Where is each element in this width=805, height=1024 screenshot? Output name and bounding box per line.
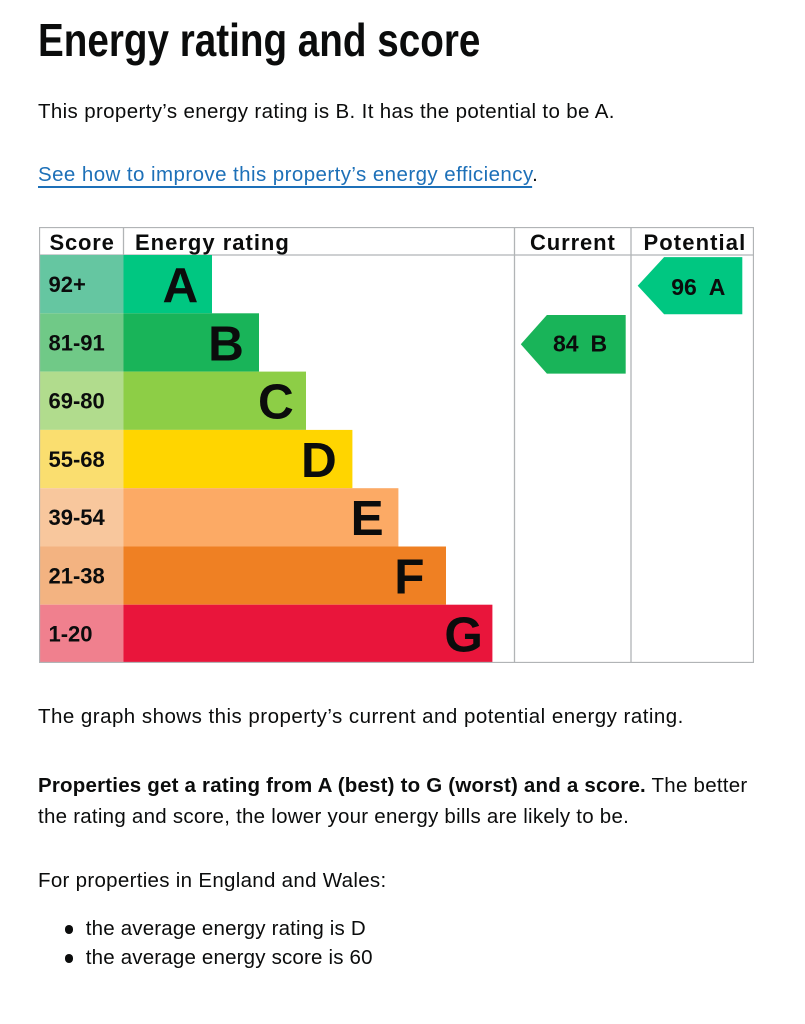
- svg-text:F: F: [394, 550, 424, 605]
- svg-text:B: B: [591, 331, 608, 357]
- svg-text:84: 84: [553, 331, 579, 357]
- svg-text:G: G: [444, 608, 483, 663]
- svg-text:C: C: [258, 375, 294, 430]
- svg-text:69-80: 69-80: [49, 389, 105, 414]
- svg-text:A: A: [709, 274, 726, 300]
- svg-text:Potential: Potential: [644, 230, 747, 255]
- svg-text:55-68: 55-68: [49, 447, 105, 472]
- svg-text:D: D: [301, 433, 337, 488]
- svg-text:Current: Current: [530, 230, 616, 255]
- svg-text:39-54: 39-54: [49, 505, 106, 530]
- svg-text:21-38: 21-38: [49, 564, 105, 589]
- svg-text:92+: 92+: [49, 272, 86, 297]
- svg-text:1-20: 1-20: [49, 622, 93, 647]
- svg-text:Score: Score: [50, 230, 115, 255]
- svg-text:Energy rating: Energy rating: [135, 230, 290, 255]
- svg-text:B: B: [208, 316, 244, 371]
- svg-text:E: E: [351, 491, 384, 546]
- svg-text:81-91: 81-91: [49, 330, 105, 355]
- svg-text:96: 96: [671, 274, 697, 300]
- svg-text:A: A: [163, 258, 199, 313]
